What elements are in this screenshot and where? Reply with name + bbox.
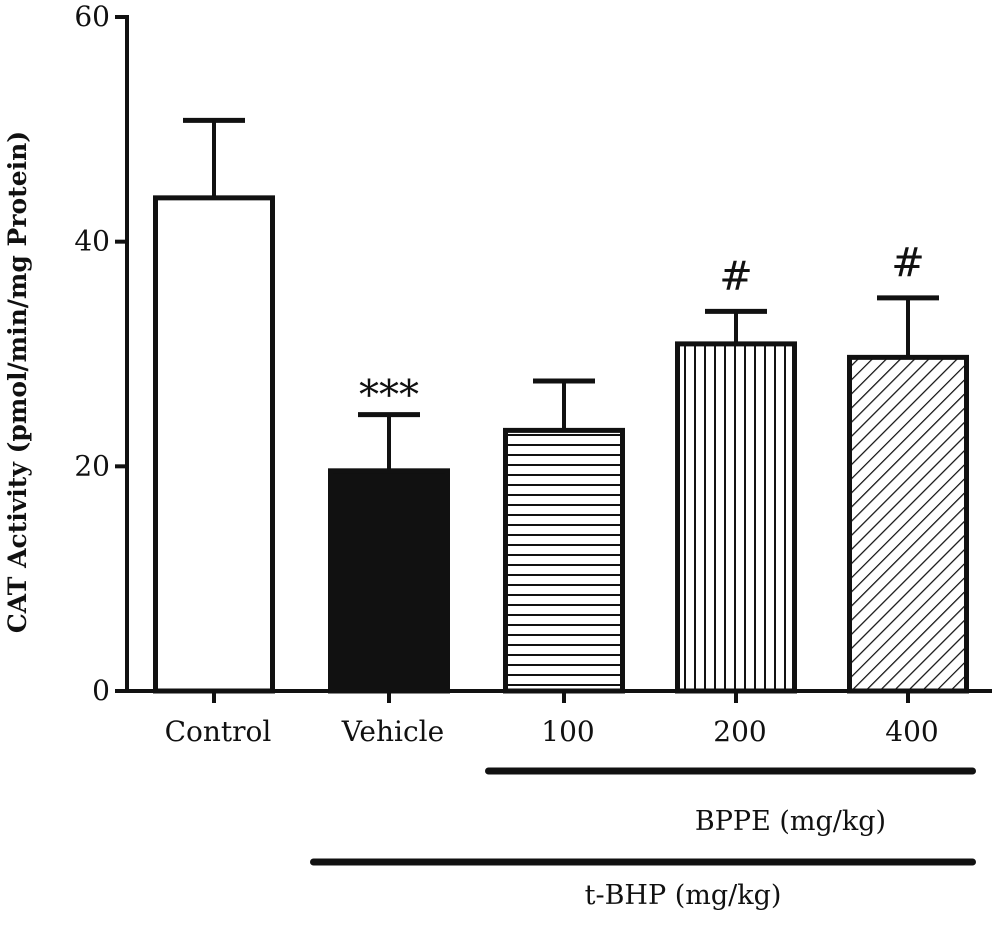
- x-tick-label: 100: [541, 715, 594, 748]
- y-axis-label: CAT Activity (pmol/min/mg Protein): [3, 131, 32, 633]
- significance-hash: #: [719, 253, 753, 299]
- y-tick-label: 40: [74, 225, 110, 258]
- y-tick-label: 20: [74, 449, 110, 482]
- bar-vehicle: [328, 468, 450, 694]
- group-label: BPPE (mg/kg): [695, 806, 886, 837]
- bar-200: [675, 341, 797, 694]
- x-tick-label: 400: [885, 715, 938, 748]
- group-label: t-BHP (mg/kg): [585, 880, 782, 911]
- bar-100: [503, 427, 625, 694]
- x-tick-label: Control: [165, 715, 272, 748]
- labels: 0 20 40 60 Control Vehicle *** 100 200 #400 # BPPE …: [74, 0, 938, 911]
- x-tick-label: 200: [713, 715, 766, 748]
- bar-400: [847, 354, 969, 694]
- x-tick-label: Vehicle: [341, 715, 444, 748]
- significance-hash: #: [891, 240, 925, 286]
- bars: [153, 117, 969, 694]
- significance-stars: ***: [359, 373, 419, 419]
- y-tick-label: 60: [74, 0, 110, 33]
- y-tick-label: 0: [92, 674, 110, 707]
- bar-control: [153, 195, 275, 694]
